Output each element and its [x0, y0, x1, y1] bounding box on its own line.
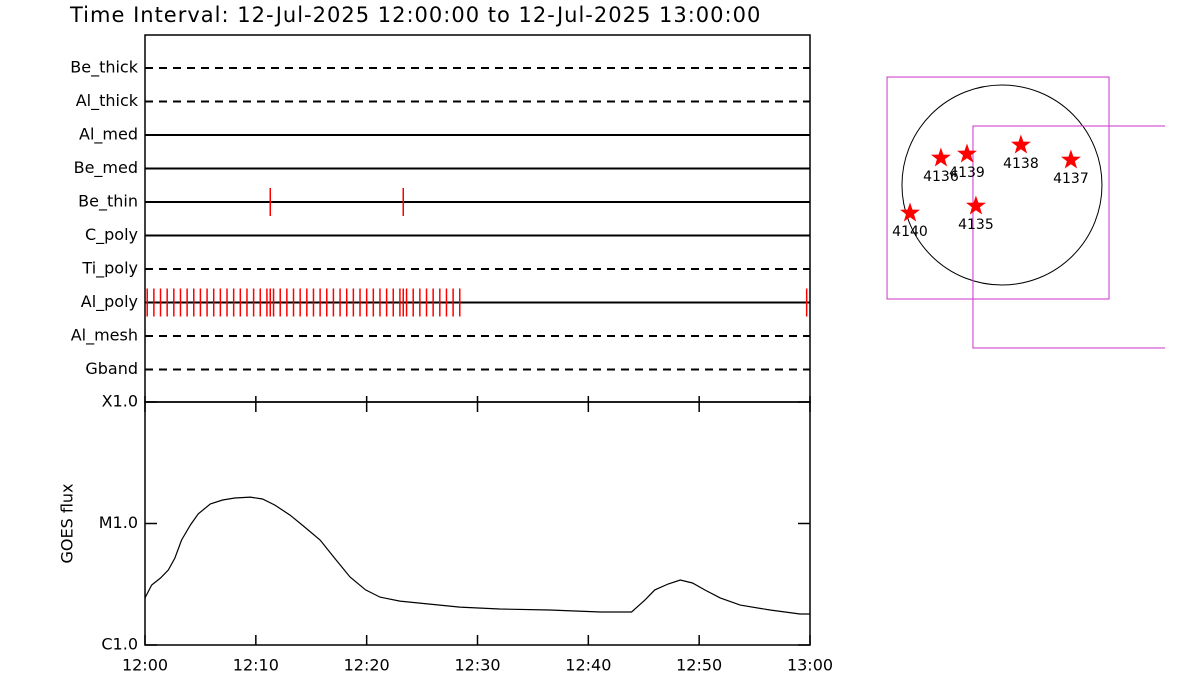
active-region-star	[1061, 149, 1081, 169]
filter-label: Gband	[85, 359, 138, 378]
active-region-star	[957, 143, 977, 163]
active-region-star	[1011, 134, 1031, 154]
filter-label: Be_med	[74, 158, 138, 178]
filter-label: Al_poly	[81, 292, 138, 312]
active-region-label: 4140	[892, 224, 928, 240]
y-axis-label: GOES flux	[58, 483, 77, 563]
filter-label: Al_thick	[76, 91, 139, 111]
y-tick-label: M1.0	[99, 513, 138, 532]
x-tick-label: 12:50	[676, 656, 722, 675]
active-region-star	[900, 202, 920, 222]
active-region-label: 4136	[923, 169, 959, 185]
plot-title: Time Interval: 12-Jul-2025 12:00:00 to 1…	[69, 3, 761, 27]
goes-frame	[144, 401, 811, 646]
active-region-star	[931, 147, 951, 167]
active-region-label: 4139	[949, 165, 985, 181]
x-tick-label: 12:00	[122, 656, 168, 675]
x-tick-label: 12:40	[565, 656, 611, 675]
filter-label: Al_med	[79, 125, 138, 145]
x-tick-label: 12:20	[344, 656, 390, 675]
y-tick-label: X1.0	[102, 392, 138, 411]
active-region-label: 4135	[958, 217, 994, 233]
fov-box	[886, 76, 1110, 300]
y-tick-label: C1.0	[101, 635, 138, 654]
filter-label: Be_thin	[78, 192, 138, 212]
active-region-label: 4137	[1053, 171, 1089, 187]
active-region-star	[966, 195, 986, 215]
goes-curve	[144, 496, 810, 615]
x-tick-label: 13:00	[787, 656, 833, 675]
fov-box	[972, 125, 1165, 349]
timeline-frame	[144, 34, 811, 403]
filter-label: C_poly	[85, 225, 138, 245]
filter-label: Ti_poly	[81, 259, 138, 279]
x-tick-label: 12:30	[454, 656, 500, 675]
active-region-label: 4138	[1003, 156, 1039, 172]
filter-label: Be_thick	[70, 58, 138, 78]
x-tick-label: 12:10	[233, 656, 279, 675]
solar-limb	[901, 84, 1103, 286]
filter-label: Al_mesh	[71, 326, 138, 346]
